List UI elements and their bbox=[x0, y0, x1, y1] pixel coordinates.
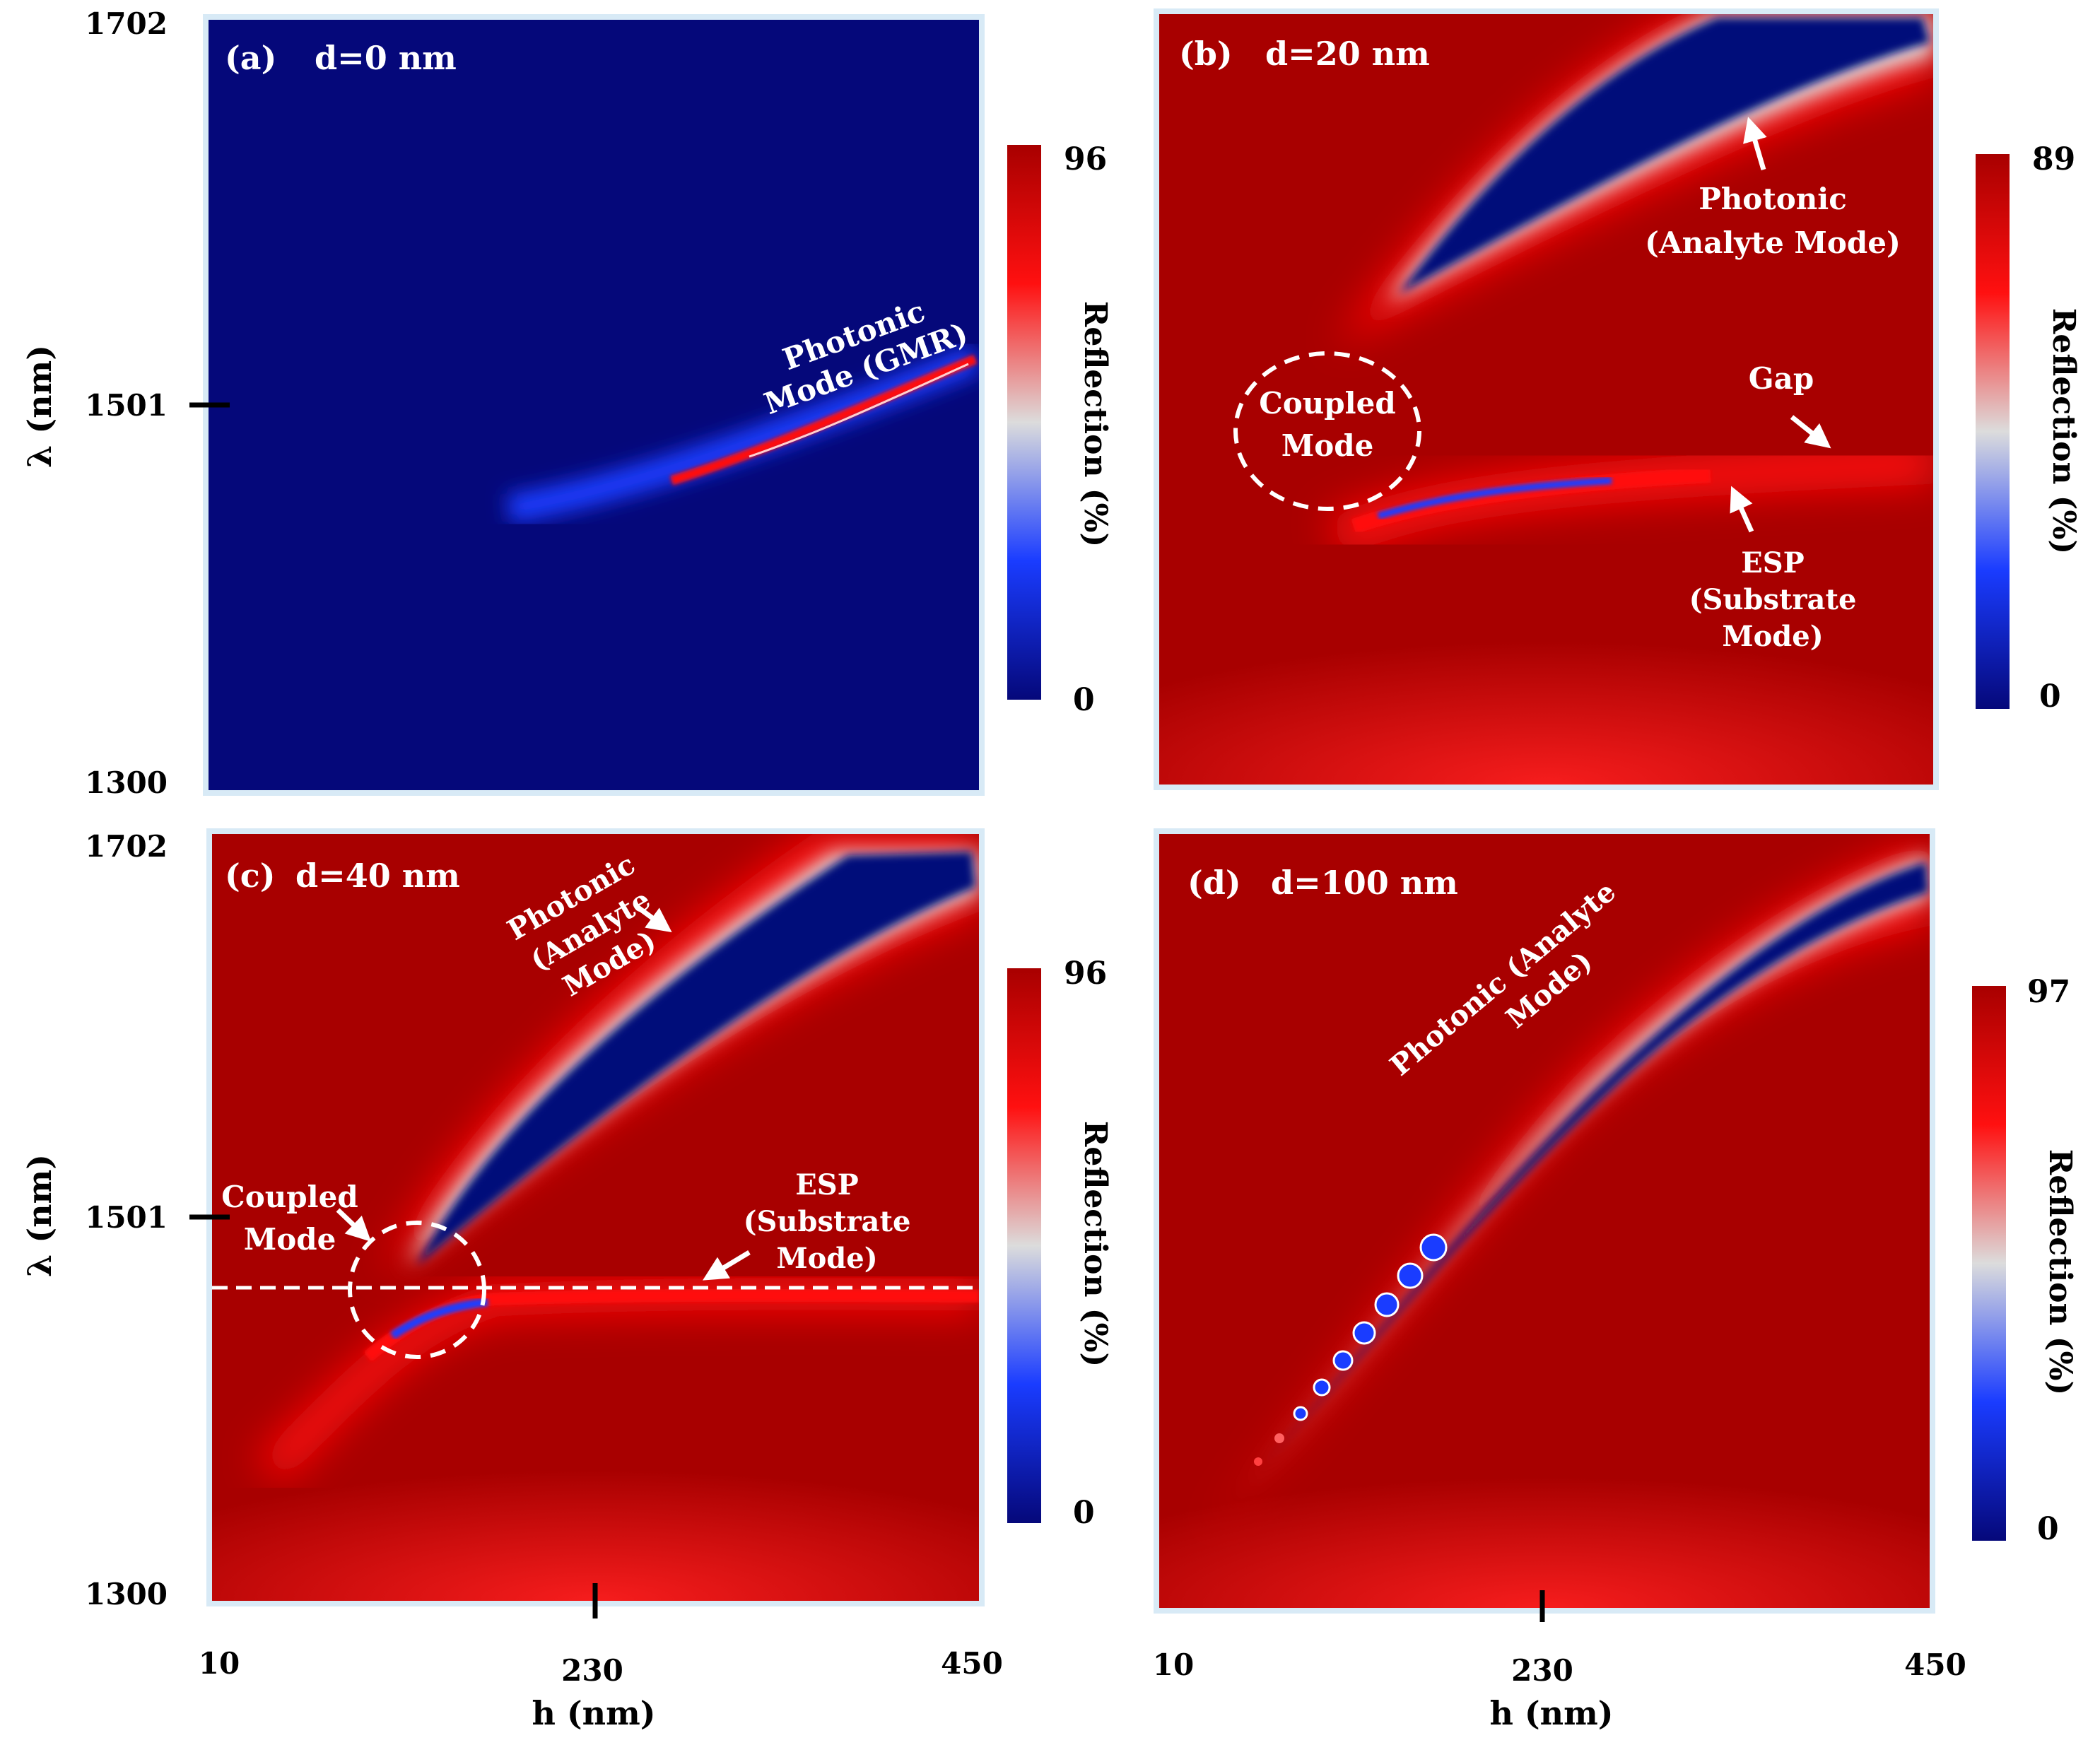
panel-d-colorbar-min: 0 bbox=[2037, 1511, 2059, 1547]
panel-a-heatmap: (a) d=0 nm Photonic Mode (GMR) 1702 1501… bbox=[20, 6, 1113, 800]
panel-c-xtick-mid: 230 bbox=[561, 1653, 623, 1688]
panel-b-annotation-coupled-line2: Mode bbox=[1281, 428, 1374, 463]
panel-b-arrow-esp bbox=[1730, 486, 1754, 533]
panel-c-analyte-blue bbox=[417, 852, 975, 1265]
panel-c-annotation-esp-line2: (Substrate bbox=[744, 1205, 911, 1238]
panel-c-xtick-right: 450 bbox=[941, 1646, 1003, 1681]
panel-a-colorbar-max: 96 bbox=[1064, 141, 1107, 177]
panel-b-label: (b) bbox=[1179, 35, 1233, 73]
panel-a-title: d=0 nm bbox=[315, 39, 457, 77]
panel-c-annotation-coupled-line1: Coupled bbox=[221, 1180, 358, 1214]
panel-b-analyte-blue bbox=[1400, 18, 1930, 293]
panel-d-xtick-mid: 230 bbox=[1511, 1653, 1573, 1688]
panel-b-annotation-esp-line3: Mode) bbox=[1722, 620, 1823, 653]
panel-c-colorbar bbox=[1007, 968, 1041, 1523]
panel-d-analyte-white bbox=[1230, 855, 1930, 1505]
panel-b-annotation-coupled-line1: Coupled bbox=[1259, 386, 1395, 421]
panel-c-ytick-bottom: 1300 bbox=[85, 1577, 168, 1611]
panel-d-mode-dot bbox=[1274, 1433, 1284, 1443]
panel-c-arrow-esp bbox=[702, 1250, 751, 1281]
panel-d-xtick-right: 450 bbox=[1904, 1647, 1966, 1682]
panel-c-coupled-circle bbox=[348, 1221, 486, 1359]
panel-c-xtick-left: 10 bbox=[199, 1646, 240, 1681]
panel-c-arrow-coupled bbox=[336, 1208, 372, 1242]
panel-b-floor-glow bbox=[1159, 580, 1933, 785]
panel-b-annotation-photonic-line1: Photonic bbox=[1699, 182, 1847, 216]
panel-b-colorbar bbox=[1976, 154, 2010, 709]
panel-b-annotation-esp-line2: (Substrate bbox=[1689, 583, 1857, 616]
panel-c-heatmap: (c) d=40 nm Photonic (Analyte Mode) Coup… bbox=[20, 828, 1113, 1732]
panel-c-ytick-mid: 1501 bbox=[85, 1200, 168, 1235]
panel-a-colorbar-min: 0 bbox=[1073, 682, 1095, 718]
panel-d-mode-dot bbox=[1419, 1233, 1448, 1262]
panel-a-ytick-top: 1702 bbox=[85, 6, 168, 41]
panel-d-mode-dot bbox=[1352, 1321, 1376, 1345]
panel-d-label: (d) bbox=[1187, 864, 1241, 902]
panel-c-esp-core bbox=[389, 1298, 488, 1339]
panel-c-colorbar-min: 0 bbox=[1073, 1495, 1095, 1531]
panel-d-mode-dot bbox=[1313, 1378, 1331, 1397]
panel-b-annotation-photonic-line2: (Analyte Mode) bbox=[1645, 225, 1901, 260]
panel-d-colorbar-max: 97 bbox=[2027, 974, 2070, 1010]
panel-d-colorbar bbox=[1972, 986, 2006, 1541]
panel-d-heatmap: (d) d=100 nm Photonic (Analyte Mode) 10 … bbox=[1153, 828, 2078, 1732]
panel-a-colorbar bbox=[1007, 145, 1041, 700]
panel-c-floor-glow bbox=[212, 1414, 979, 1601]
panel-b-colorbar-label: Reflection (%) bbox=[2046, 308, 2082, 554]
panel-d-xtick-left: 10 bbox=[1153, 1647, 1194, 1682]
panel-d-mode-dot bbox=[1374, 1292, 1400, 1317]
panel-d-mode-dot bbox=[1254, 1457, 1262, 1466]
panel-c-title: d=40 nm bbox=[295, 857, 460, 895]
panel-b-title: d=20 nm bbox=[1265, 35, 1430, 73]
panel-a-label: (a) bbox=[225, 39, 276, 77]
panel-c-annotation-coupled-line2: Mode bbox=[244, 1222, 336, 1257]
panel-d-mode-dot bbox=[1293, 1406, 1308, 1421]
panel-a-gmr-mode bbox=[669, 354, 978, 486]
panel-c-annotation-esp-line3: Mode) bbox=[776, 1242, 877, 1275]
panel-d-xlabel: h (nm) bbox=[1489, 1694, 1613, 1732]
panel-d-title: d=100 nm bbox=[1271, 864, 1458, 902]
panel-b-colorbar-max: 89 bbox=[2032, 141, 2075, 177]
panel-a-colorbar-label: Reflection (%) bbox=[1077, 301, 1113, 547]
panel-a-ytick-bottom: 1300 bbox=[85, 765, 168, 800]
panel-d-mode-dot bbox=[1397, 1262, 1424, 1289]
panel-b-colorbar-min: 0 bbox=[2039, 678, 2061, 715]
panel-c-colorbar-max: 96 bbox=[1064, 956, 1107, 992]
panel-d-colorbar-label: Reflection (%) bbox=[2042, 1149, 2078, 1395]
panel-a-gmr-core bbox=[749, 363, 969, 458]
panel-b-esp-core bbox=[1377, 477, 1612, 519]
panel-c-ylabel: λ (nm) bbox=[20, 1154, 59, 1277]
panel-b-annotation-gap: Gap bbox=[1749, 361, 1814, 396]
panel-b-coupled-circle bbox=[1233, 351, 1421, 511]
panel-c-ytick-top: 1702 bbox=[85, 829, 168, 864]
panel-d-floor-glow bbox=[1159, 1421, 1930, 1608]
panel-b-heatmap: (b) d=20 nm Photonic (Analyte Mode) Coup… bbox=[1154, 8, 2082, 790]
panel-c-annotation-esp-line1: ESP bbox=[795, 1168, 858, 1201]
panel-c-xlabel: h (nm) bbox=[532, 1694, 655, 1732]
panel-c-arrow-photonic bbox=[634, 904, 672, 933]
panel-b-arrow-photonic bbox=[1743, 117, 1767, 170]
panel-c-label: (c) bbox=[225, 857, 276, 895]
panel-b-arrow-gap bbox=[1790, 415, 1831, 449]
panel-c-colorbar-label: Reflection (%) bbox=[1077, 1121, 1113, 1367]
panel-b-annotation-esp-line1: ESP bbox=[1741, 546, 1804, 580]
panel-d-mode-dot bbox=[1332, 1350, 1354, 1371]
panel-a-ytick-mid: 1501 bbox=[85, 388, 168, 423]
panel-a-ylabel: λ (nm) bbox=[20, 345, 59, 468]
